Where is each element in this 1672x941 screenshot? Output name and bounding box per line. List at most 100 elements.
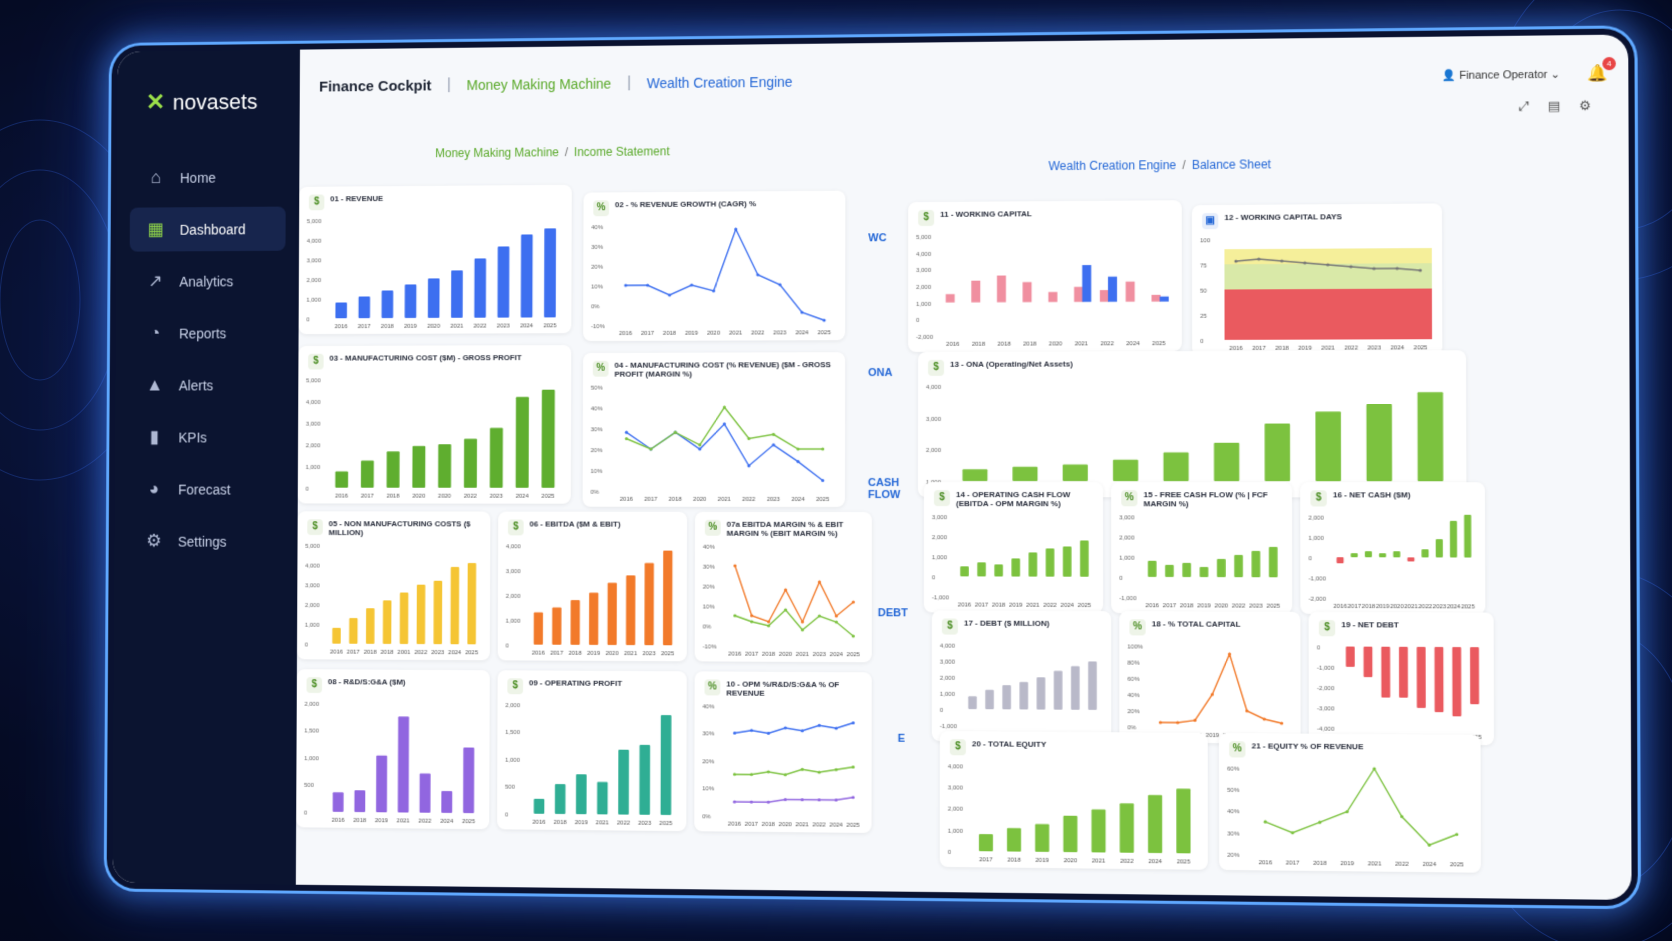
x-tick-label: 2020 (1049, 341, 1063, 347)
chart-card-c04[interactable]: % 04 - MANUFACTURING COST (% REVENUE) ($M… (583, 352, 846, 507)
bar (1080, 540, 1089, 576)
tab-wealth-creation-engine[interactable]: Wealth Creation Engine (647, 74, 793, 91)
chart-card-c21[interactable]: % 21 - EQUITY % OF REVENUE 20% 30% 40% 50% 60%… (1219, 733, 1481, 873)
data-point (733, 731, 736, 734)
x-tick-label: 2019 (587, 651, 600, 657)
x-tick-label: 2017 (361, 494, 374, 500)
chart-card-c06[interactable]: $06 - EBITDA ($M & EBIT) 0 1,000 2,000 3,000… (498, 512, 687, 662)
sidebar-item-home[interactable]: ⌂ Home (130, 155, 286, 200)
x-tick-label: 2020 (707, 331, 721, 337)
sidebar-item-dashboard[interactable]: ▦ Dashboard (130, 207, 286, 252)
breadcrumb-item[interactable]: Wealth Creation Engine (1048, 158, 1176, 173)
breadcrumb-item[interactable]: Balance Sheet (1192, 157, 1271, 172)
y-tick-label: 40% (591, 406, 604, 412)
x-tick-label: 2019 (1376, 604, 1390, 610)
x-tick-label: 2018 (381, 324, 395, 330)
x-tick-label: 2025 (818, 330, 832, 336)
sidebar-item-reports[interactable]: ◔ Reports (129, 311, 285, 356)
chart-card-c17[interactable]: $17 - DEBT ($ MILLION) -1,000 0 1,000 2,000 3… (932, 610, 1111, 742)
y-tick-label: -1,000 (932, 595, 950, 601)
bar (1269, 547, 1278, 577)
y-tick-label: 1,000 (1119, 556, 1135, 562)
data-point (818, 724, 821, 727)
breadcrumb-separator: / (1182, 158, 1185, 172)
chart-card-c02[interactable]: % 02 - % REVENUE GROWTH (CAGR) % -10% 0% 10%… (583, 191, 845, 341)
y-tick-label: 100% (1127, 644, 1143, 650)
y-tick-label: 4,000 (506, 544, 521, 550)
x-tick-label: 2021 (796, 822, 809, 828)
x-tick-label: 2018 (997, 342, 1011, 348)
sidebar-item-analytics[interactable]: ↗ Analytics (129, 259, 285, 304)
tab-money-making-machine[interactable]: Money Making Machine (467, 76, 612, 93)
bar (405, 284, 417, 318)
chart-card-c12[interactable]: ▣ 12 - WORKING CAPITAL DAYS 0 25 50 75 100 2016… (1192, 203, 1442, 356)
sidebar-item-alerts[interactable]: ▲ Alerts (129, 363, 285, 408)
bar (332, 628, 340, 644)
chart-card-c10[interactable]: % 10 - OPM %/R&D/S:G&A % OF REVENUE 0% 10% 2… (694, 671, 871, 833)
chart-card-c16[interactable]: $16 - NET CASH ($M) -2,000 -1,000 0 1,000 2,0… (1300, 482, 1485, 614)
card-header: $08 - R&D/S:G&A ($M) (306, 677, 479, 694)
x-tick-label: 2018 (554, 820, 568, 826)
x-tick-label: 2018 (1313, 861, 1327, 867)
chart-card-c07[interactable]: % 07a EBITDA MARGIN % & EBIT MARGIN % (EB… (695, 512, 872, 662)
expand-icon[interactable]: ⤢ (1518, 98, 1529, 114)
y-tick-label: 0 (1200, 339, 1204, 345)
sidebar: ✕ novasets ⌂ Home ▦ Dashboard ↗ Analytics ◔ Rep… (112, 50, 300, 885)
bar (1113, 460, 1138, 482)
chart-card-c11[interactable]: $11 - WORKING CAPITAL -2,000 0 1,000 2,000 3,… (908, 200, 1182, 352)
x-tick-label: 2018 (569, 651, 583, 657)
table-icon[interactable]: ▤ (1548, 98, 1561, 114)
breadcrumb-item[interactable]: Money Making Machine (435, 145, 559, 160)
zone-band (1224, 248, 1431, 264)
bar (555, 784, 566, 814)
chart-c04: 0% 10% 20% 30% 40% 50% 2016 2017 2018 2020 2021 202… (589, 382, 840, 503)
warning-icon: ▲ (144, 375, 165, 396)
chart-c09: 05001,0001,5002,0002016 2018 2019 2021 2022 2… (503, 700, 681, 827)
chart-card-c18[interactable]: % 18 - % TOTAL CAPITAL 0% 20% 40% 60% 80% 100% 2… (1119, 611, 1300, 744)
x-tick-label: 2018 (364, 650, 378, 656)
chart-card-c01[interactable]: $01 - REVENUE 0 1,000 2,000 3,000 4,000 5,000 2… (299, 185, 572, 334)
bar (1393, 551, 1400, 557)
chart-c14: -1,00001,0002,0003,0002016 2017 2018 2019 20… (930, 512, 1097, 609)
user-menu[interactable]: 👤 Finance Operator ⌄ (1442, 67, 1560, 81)
chart-card-c15[interactable]: % 15 - FREE CASH FLOW (% | FCF MARGIN %) -… (1111, 482, 1292, 614)
chart-card-c20[interactable]: $20 - TOTAL EQUITY 0 1,000 2,000 3,000 4,000 2… (940, 731, 1208, 870)
grid-icon: ▦ (145, 219, 166, 240)
y-tick-label: -1,000 (1119, 596, 1137, 602)
data-point (835, 798, 838, 801)
x-tick-label: 2018 (1007, 857, 1021, 863)
data-point (767, 770, 770, 773)
chart-card-c09[interactable]: $09 - OPERATING PROFIT 0 500 1,000 1,500 2,00… (497, 670, 687, 831)
breadcrumb-item[interactable]: Income Statement (574, 144, 670, 159)
chart-card-c05[interactable]: $05 - NON MANUFACTURING COSTS ($ MILLION… (297, 511, 490, 660)
sidebar-item-forecast[interactable]: ◕ Forecast (128, 467, 284, 511)
chart-card-c13[interactable]: $13 - ONA (Operating/Net Assets)1,0002,0… (918, 350, 1467, 497)
sidebar-item-kpis[interactable]: ▮ KPIs (128, 415, 284, 459)
data-point (835, 727, 838, 730)
sidebar-item-label: Reports (179, 325, 226, 341)
data-point (1372, 267, 1375, 270)
sidebar-item-settings[interactable]: ⚙ Settings (128, 519, 284, 564)
y-tick-label: 0% (1127, 725, 1137, 731)
bar (383, 600, 392, 644)
y-tick-label: 5,000 (305, 544, 320, 550)
chevron-down-icon: ⌄ (1551, 68, 1561, 80)
brand-logo[interactable]: ✕ novasets (146, 87, 286, 117)
y-tick-label: 4,000 (305, 564, 320, 570)
chart-card-c19[interactable]: $19 - NET DEBT-4,000-3,000-2,000-1,00002… (1309, 612, 1494, 745)
chart-card-c14[interactable]: $14 - OPERATING CASH FLOW (EBITDA - OPM … (924, 482, 1103, 613)
y-tick-label: 0 (916, 318, 920, 324)
bar (1337, 557, 1344, 563)
data-point (835, 614, 838, 617)
bar (1365, 551, 1372, 557)
settings-icon[interactable]: ⚙ (1579, 98, 1591, 114)
percent-icon: % (593, 200, 609, 216)
y-tick-label: -1,000 (1309, 576, 1327, 582)
card-header: $13 - ONA (Operating/Net Assets) (928, 358, 1456, 376)
notifications-button[interactable]: 🔔 4 (1587, 63, 1608, 84)
chart-card-c08[interactable]: $08 - R&D/S:G&A ($M) 0 500 1,000 1,500 2,000 2… (296, 669, 490, 829)
x-tick-label: 2025 (1267, 604, 1281, 610)
series-line (626, 229, 825, 321)
bar (1013, 467, 1038, 481)
chart-card-c03[interactable]: $03 - MANUFACTURING COST ($M) - GROSS PR… (298, 345, 572, 504)
